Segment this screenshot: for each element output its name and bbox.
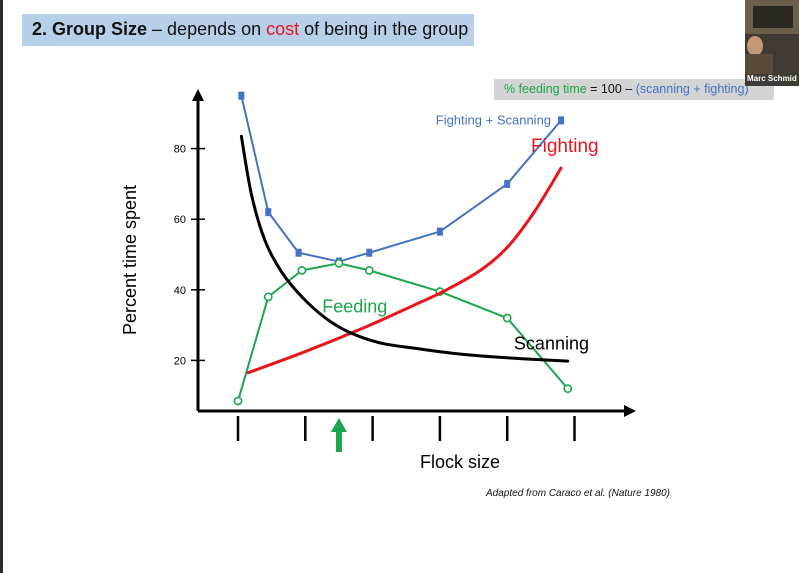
point-feeding-1 xyxy=(263,292,273,302)
x-axis-title: Flock size xyxy=(420,452,500,472)
title-bold-part: 2. Group Size xyxy=(32,19,148,39)
formula-feeding-part: % feeding time xyxy=(504,82,587,96)
webcam-shelf xyxy=(753,6,793,28)
point-feeding-0 xyxy=(233,396,243,406)
point-feeding-7 xyxy=(563,384,573,394)
x-axis-arrowhead xyxy=(624,405,636,417)
webcam-thumbnail[interactable]: Marc Schmid xyxy=(745,0,799,86)
series-line-fighting-scanning xyxy=(240,94,563,263)
chart-axes: 20 40 60 80 Flock size Percent time spent xyxy=(120,89,636,472)
label-scanning: Scanning xyxy=(514,333,589,353)
point-feeding-4 xyxy=(364,265,374,275)
y-tick-label-40: 40 xyxy=(174,285,186,297)
point-fighting-scanning-5 xyxy=(436,227,443,236)
formula-blue-part: (scanning + fighting) xyxy=(635,82,749,96)
formula-mid-part: = 100 – xyxy=(586,82,636,96)
series-line-fighting xyxy=(246,166,563,375)
point-fighting-scanning-2 xyxy=(295,248,302,257)
source-credit: Adapted from Caraco et al. (Nature 1980) xyxy=(486,488,670,499)
label-fighting-scanning: Fighting + Scanning xyxy=(436,112,551,127)
y-axis-title: Percent time spent xyxy=(120,185,140,335)
webcam-person-body xyxy=(745,54,773,74)
label-feeding: Feeding xyxy=(322,297,387,317)
formula-box: % feeding time = 100 – (scanning + fight… xyxy=(494,79,774,100)
webcam-person-head xyxy=(747,36,763,56)
chart-labels: Fighting + Scanning Fighting Feeding Scanni… xyxy=(322,112,598,353)
slide-title: 2. Group Size – depends on cost of being… xyxy=(22,14,474,46)
y-tick-label-20: 20 xyxy=(174,355,186,367)
point-feeding-2 xyxy=(297,265,307,275)
point-feeding-6 xyxy=(502,313,512,323)
title-red-word: cost xyxy=(266,19,300,39)
title-mid-part: – depends on xyxy=(147,19,267,39)
point-fighting-scanning-0 xyxy=(238,91,245,100)
point-fighting-scanning-7 xyxy=(558,116,565,125)
title-end-part: of being in the group xyxy=(299,19,469,39)
optimal-flock-arrow xyxy=(330,418,347,452)
y-tick-label-80: 80 xyxy=(174,144,186,156)
webcam-name-label: Marc Schmid xyxy=(747,74,797,83)
chart-series xyxy=(233,91,573,406)
y-tick-label-60: 60 xyxy=(174,214,186,226)
series-line-scanning xyxy=(239,134,570,363)
point-fighting-scanning-6 xyxy=(504,179,511,188)
slide-left-border xyxy=(0,0,3,573)
series-line-feeding xyxy=(237,262,569,402)
point-feeding-3 xyxy=(334,258,344,268)
y-axis-arrowhead xyxy=(192,89,204,101)
point-fighting-scanning-4 xyxy=(366,248,373,257)
point-fighting-scanning-1 xyxy=(265,208,272,217)
label-fighting: Fighting xyxy=(531,136,599,157)
